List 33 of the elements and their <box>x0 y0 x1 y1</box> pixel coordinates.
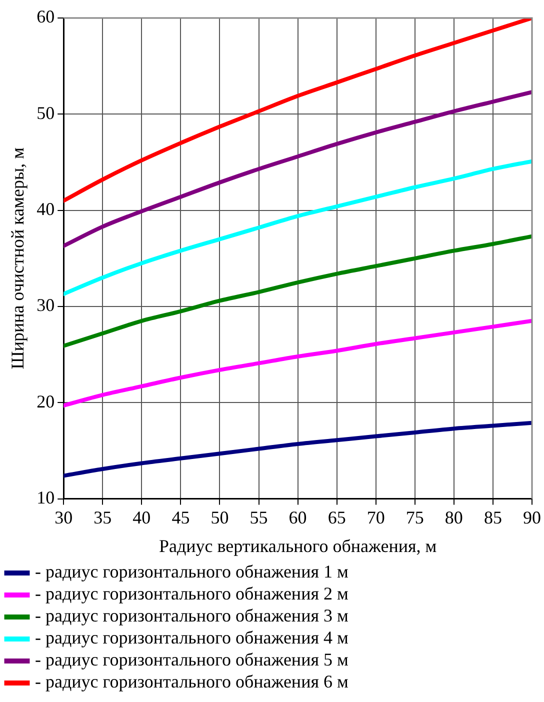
x-tick-label: 35 <box>94 507 112 528</box>
legend-label: - радиус горизонтального обнажения 2 м <box>35 584 348 604</box>
x-tick-label: 40 <box>132 507 151 528</box>
x-tick-label: 60 <box>288 507 307 528</box>
y-tick-label: 10 <box>36 488 55 508</box>
line-series <box>64 318 532 408</box>
x-tick-label: 55 <box>250 507 268 528</box>
legend-label: - радиус горизонтального обнажения 4 м <box>35 628 348 648</box>
legend-label: - радиус горизонтального обнажения 1 м <box>35 562 348 582</box>
x-tick-label: 65 <box>328 507 346 528</box>
y-tick-label: 20 <box>36 391 55 412</box>
y-tick-label: 60 <box>36 6 55 27</box>
legend-label: - радиус горизонтального обнажения 5 м <box>35 650 348 670</box>
x-tick-label: 80 <box>444 507 463 528</box>
y-tick-label: 30 <box>36 295 55 316</box>
line-series <box>64 234 532 348</box>
legend-label: - радиус горизонтального обнажения 6 м <box>35 672 348 692</box>
line-series <box>64 90 532 248</box>
x-tick-label: 30 <box>54 507 73 528</box>
y-tick-label: 50 <box>36 102 55 123</box>
x-axis-title: Радиус вертикального обнажения, м <box>158 536 437 556</box>
x-tick-label: 50 <box>210 507 229 528</box>
y-axis-title: Ширина очистной камеры, м <box>8 148 28 370</box>
x-tick-label: 90 <box>523 507 541 528</box>
legend-label: - радиус горизонтального обнажения 3 м <box>35 606 348 626</box>
x-tick-label: 75 <box>406 507 424 528</box>
line-series <box>64 18 532 203</box>
line-series <box>64 159 532 296</box>
line-series <box>64 420 532 478</box>
y-tick-label: 40 <box>36 199 55 220</box>
x-tick-label: 85 <box>484 507 502 528</box>
x-tick-label: 45 <box>172 507 190 528</box>
x-tick-label: 70 <box>366 507 385 528</box>
